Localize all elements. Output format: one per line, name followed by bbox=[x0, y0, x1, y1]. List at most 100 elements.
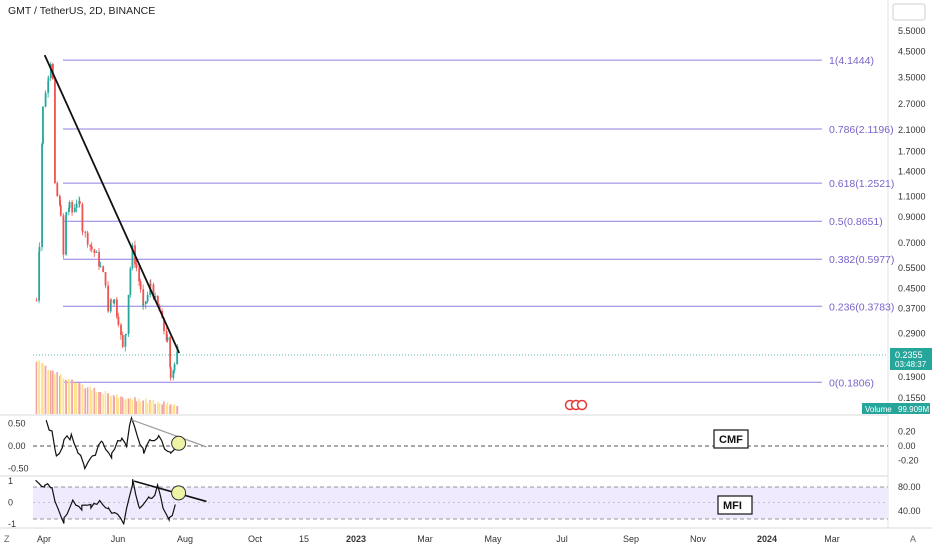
time-axis-label: Mar bbox=[824, 534, 840, 544]
volume-bar bbox=[131, 399, 134, 414]
price-tick-label: 0.1550 bbox=[898, 393, 926, 403]
candle-body bbox=[54, 78, 56, 184]
fib-level-label: 1(4.1444) bbox=[829, 55, 874, 67]
candle-body bbox=[116, 299, 118, 317]
candle-body bbox=[144, 301, 147, 304]
fib-level-label: 0.5(0.8651) bbox=[829, 216, 883, 228]
volume-badge bbox=[862, 403, 896, 414]
volume-bar bbox=[110, 396, 112, 414]
price-tick-label: 0.2900 bbox=[898, 329, 926, 339]
candle-body bbox=[163, 318, 165, 332]
candle-body bbox=[62, 251, 65, 255]
candle-body bbox=[56, 183, 59, 197]
cmf-highlight-circle bbox=[171, 435, 187, 451]
candle-body bbox=[38, 246, 41, 252]
candle-body bbox=[152, 284, 155, 298]
mfi-line bbox=[35, 479, 176, 525]
price-tick-label: 3.5000 bbox=[898, 72, 926, 82]
candle-body bbox=[165, 331, 168, 341]
candle-body bbox=[44, 92, 47, 96]
price-tick-label: 0.4500 bbox=[898, 283, 926, 293]
volume-bar bbox=[161, 404, 163, 414]
volume-bar bbox=[93, 387, 96, 414]
candle-body bbox=[86, 232, 89, 245]
candle-body bbox=[102, 266, 105, 273]
cmf-line bbox=[45, 415, 178, 471]
candle-body bbox=[124, 334, 127, 347]
candle-body bbox=[47, 78, 50, 81]
time-axis-label: Apr bbox=[37, 534, 51, 544]
candle-body bbox=[81, 204, 84, 232]
volume-bar bbox=[81, 384, 84, 414]
time-axis-label: May bbox=[484, 534, 502, 544]
volume-bar bbox=[154, 403, 156, 414]
price-tick-label: 4.5000 bbox=[898, 47, 926, 57]
mfi-right-tick-label: 80.00 bbox=[898, 482, 921, 492]
time-axis-label: Sep bbox=[623, 534, 639, 544]
volume-bar bbox=[163, 401, 165, 414]
volume-bar bbox=[44, 365, 47, 414]
settings-box bbox=[892, 3, 926, 21]
volume-bar bbox=[172, 405, 175, 414]
volume-bar bbox=[42, 363, 44, 414]
zoom-corner-label: Z bbox=[4, 534, 10, 544]
candle-body bbox=[107, 285, 110, 308]
mfi-tick-label: 1 bbox=[8, 476, 13, 486]
candle-body bbox=[89, 244, 92, 247]
current-price-tag bbox=[890, 347, 932, 370]
candle-body bbox=[135, 264, 138, 268]
candle-body bbox=[90, 246, 93, 250]
price-tick-label: 0.7000 bbox=[898, 238, 926, 248]
price-tick-label: 5.5000 bbox=[898, 26, 926, 36]
fib-level-label: 0.786(2.1196) bbox=[829, 124, 894, 136]
candle-body bbox=[42, 106, 44, 144]
price-tick-label: 1.1000 bbox=[898, 191, 926, 201]
volume-bar bbox=[149, 402, 152, 414]
volume-bar bbox=[139, 401, 142, 414]
mfi-right-tick-label: 40.00 bbox=[898, 506, 921, 516]
volume-badge-value: 99.909M bbox=[898, 405, 929, 414]
time-axis-label: Jun bbox=[111, 534, 126, 544]
current-price-value: 0.2355 bbox=[895, 350, 923, 360]
candle-body bbox=[129, 268, 132, 295]
candle-body bbox=[49, 64, 52, 79]
volume-bar bbox=[165, 404, 168, 414]
candle-body bbox=[142, 289, 145, 306]
mfi-highlight-circle bbox=[171, 485, 187, 501]
volume-bar bbox=[58, 375, 61, 414]
candle-body bbox=[75, 203, 78, 208]
candle-body bbox=[95, 251, 98, 253]
candle-body bbox=[127, 294, 130, 334]
volume-bar bbox=[107, 393, 109, 414]
cmf-label: CMF bbox=[719, 434, 743, 446]
volume-bar bbox=[117, 397, 120, 414]
candle-body bbox=[110, 299, 112, 301]
auto-scale-label: A bbox=[910, 534, 916, 544]
volume-bar bbox=[176, 406, 179, 414]
candle-body bbox=[176, 351, 179, 365]
volume-bar bbox=[138, 398, 140, 414]
candle-body bbox=[169, 367, 172, 378]
candle-body bbox=[68, 208, 70, 213]
volume-bar bbox=[146, 402, 149, 414]
volume-bar bbox=[71, 379, 73, 414]
candle-body bbox=[169, 337, 172, 368]
volume-bar bbox=[49, 370, 52, 414]
candle-body bbox=[138, 267, 141, 282]
candle-body bbox=[120, 324, 122, 336]
candle-body bbox=[44, 95, 47, 107]
candle-body bbox=[142, 303, 145, 306]
volume-bar bbox=[47, 370, 50, 414]
volume-bar bbox=[135, 401, 138, 414]
mfi-label-box bbox=[717, 495, 753, 515]
price-tick-label: 1.7000 bbox=[898, 147, 926, 157]
volume-bar bbox=[41, 362, 43, 414]
candle-body bbox=[71, 202, 74, 212]
candle-body bbox=[154, 295, 157, 298]
chart-title: GMT / TetherUS, 2D, BINANCE bbox=[8, 5, 155, 17]
volume-bar bbox=[125, 399, 127, 414]
candle-body bbox=[146, 294, 149, 302]
volume-bar bbox=[144, 398, 147, 414]
fib-level-label: 0(0.1806) bbox=[829, 377, 874, 389]
volume-bar bbox=[59, 374, 62, 414]
